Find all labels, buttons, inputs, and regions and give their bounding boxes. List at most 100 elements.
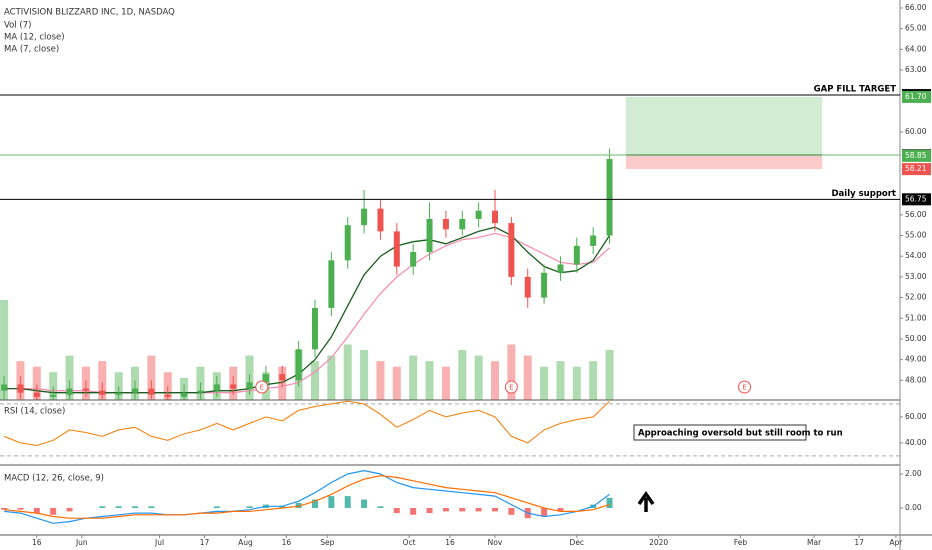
y-tick-label: 49.00: [905, 355, 927, 364]
volume-bar: [327, 355, 336, 400]
macd-histogram-bar: [459, 508, 466, 512]
y-tick-label: 52.00: [905, 293, 927, 302]
candle-body: [492, 210, 498, 224]
candle-body: [393, 231, 400, 267]
stop-zone: [625, 155, 823, 170]
volume-bar: [360, 350, 369, 400]
macd-histogram-bar: [426, 508, 433, 514]
price-pane: [0, 96, 823, 400]
macd-histogram-bar: [33, 508, 40, 514]
candle-body: [17, 384, 24, 393]
y-tick-label: 65.00: [905, 24, 927, 33]
volume-bar: [163, 372, 172, 400]
y-tick-label: 66.00: [905, 3, 927, 12]
macd-histogram-bar: [1, 508, 8, 510]
volume-bar: [458, 350, 467, 400]
candle-body: [66, 388, 73, 395]
x-tick-label: Aug: [238, 538, 253, 547]
volume-bar: [425, 361, 434, 400]
earnings-marker: [255, 380, 269, 394]
earnings-label: E: [742, 384, 746, 392]
macd-histogram-bar: [393, 508, 400, 514]
y-tick-label: 54.00: [905, 251, 927, 260]
y-tick-label: 50.00: [905, 334, 927, 343]
candle-body: [115, 392, 122, 395]
macd-histogram-bar: [410, 508, 417, 515]
chart-title: ACTIVISION BLIZZARD INC, 1D, NASDAQ: [4, 8, 175, 18]
candle-body: [557, 264, 564, 273]
candle-body: [230, 384, 237, 389]
price-badge: [902, 163, 931, 176]
macd-histogram-bar: [541, 508, 548, 517]
macd-histogram-bar: [279, 506, 286, 508]
annotation-box: [633, 424, 807, 441]
volume-bar: [474, 355, 483, 400]
x-tick-label: Nov: [488, 538, 503, 547]
x-tick-label: Jun: [75, 538, 88, 547]
macd-histogram-bar: [606, 497, 613, 508]
level-label: Daily support: [832, 189, 897, 199]
volume-bar: [32, 366, 41, 400]
earnings-label: E: [260, 384, 264, 392]
macd-histogram-bar: [557, 508, 564, 512]
x-tick-label: Jul: [154, 538, 164, 547]
x-tick-label: Apr: [889, 538, 903, 547]
earnings-label: E: [509, 384, 513, 392]
candle-body: [132, 388, 138, 393]
macd-histogram-bar: [328, 496, 335, 508]
volume-bar: [491, 361, 499, 400]
volume-bar: [540, 366, 549, 400]
volume-bar: [572, 366, 581, 400]
candle-body: [361, 208, 368, 226]
candle-body: [328, 260, 335, 308]
macd-histogram-bar: [66, 508, 73, 512]
volume-bar: [98, 361, 107, 400]
candle-body: [590, 235, 597, 246]
x-tick-label: Feb: [734, 538, 748, 547]
candle-body: [475, 210, 482, 219]
macd-histogram-bar: [492, 508, 498, 512]
candle-body: [524, 276, 531, 298]
macd-histogram-bar: [312, 499, 318, 508]
candle-body: [213, 384, 220, 391]
target-zone: [625, 96, 823, 156]
volume-bar: [441, 366, 450, 400]
x-tick-label: 16: [282, 538, 292, 547]
macd-histogram-bar: [99, 506, 106, 508]
y-tick-label: 53.00: [905, 272, 927, 281]
candle-body: [148, 388, 155, 395]
candle-body: [295, 349, 302, 381]
macd-histogram-bar: [148, 506, 155, 508]
earnings-marker: [504, 380, 518, 394]
volume-bar: [589, 361, 598, 400]
x-tick-label: Oct: [403, 538, 416, 547]
y-tick-label: 63.00: [905, 65, 927, 74]
candle-body: [33, 392, 40, 397]
macd-histogram-bar: [132, 506, 138, 508]
pane-title: RSI (14, close): [4, 407, 65, 417]
pane-title: MACD (12, 26, close, 9): [4, 474, 104, 484]
y-tick-label: 64.00: [905, 44, 927, 53]
candle-body: [181, 392, 188, 397]
y-tick-label: 40.00: [905, 438, 927, 447]
macd-histogram-bar: [246, 506, 253, 508]
y-tick-label: 60.00: [905, 412, 927, 421]
macd-histogram-bar: [115, 506, 122, 508]
x-tick-label: 17: [200, 538, 210, 547]
candle-body: [1, 384, 8, 391]
x-tick-label: 2020: [649, 538, 668, 547]
volume-bar: [523, 355, 532, 400]
macd-histogram-bar: [295, 502, 302, 508]
price-badge-label: 58.21: [905, 164, 927, 173]
candle-body: [344, 225, 351, 261]
macd-histogram-bar: [50, 508, 57, 515]
volume-bar: [376, 361, 385, 400]
x-tick-label: 16: [445, 538, 455, 547]
candle-body: [279, 374, 286, 381]
volume-bar: [147, 355, 156, 400]
rsi-line: [3, 400, 610, 447]
y-tick-label: 2.00: [905, 469, 922, 478]
annotation: Approaching oversold but still room to r…: [638, 429, 843, 439]
price-badge-label: 61.70: [905, 92, 927, 101]
